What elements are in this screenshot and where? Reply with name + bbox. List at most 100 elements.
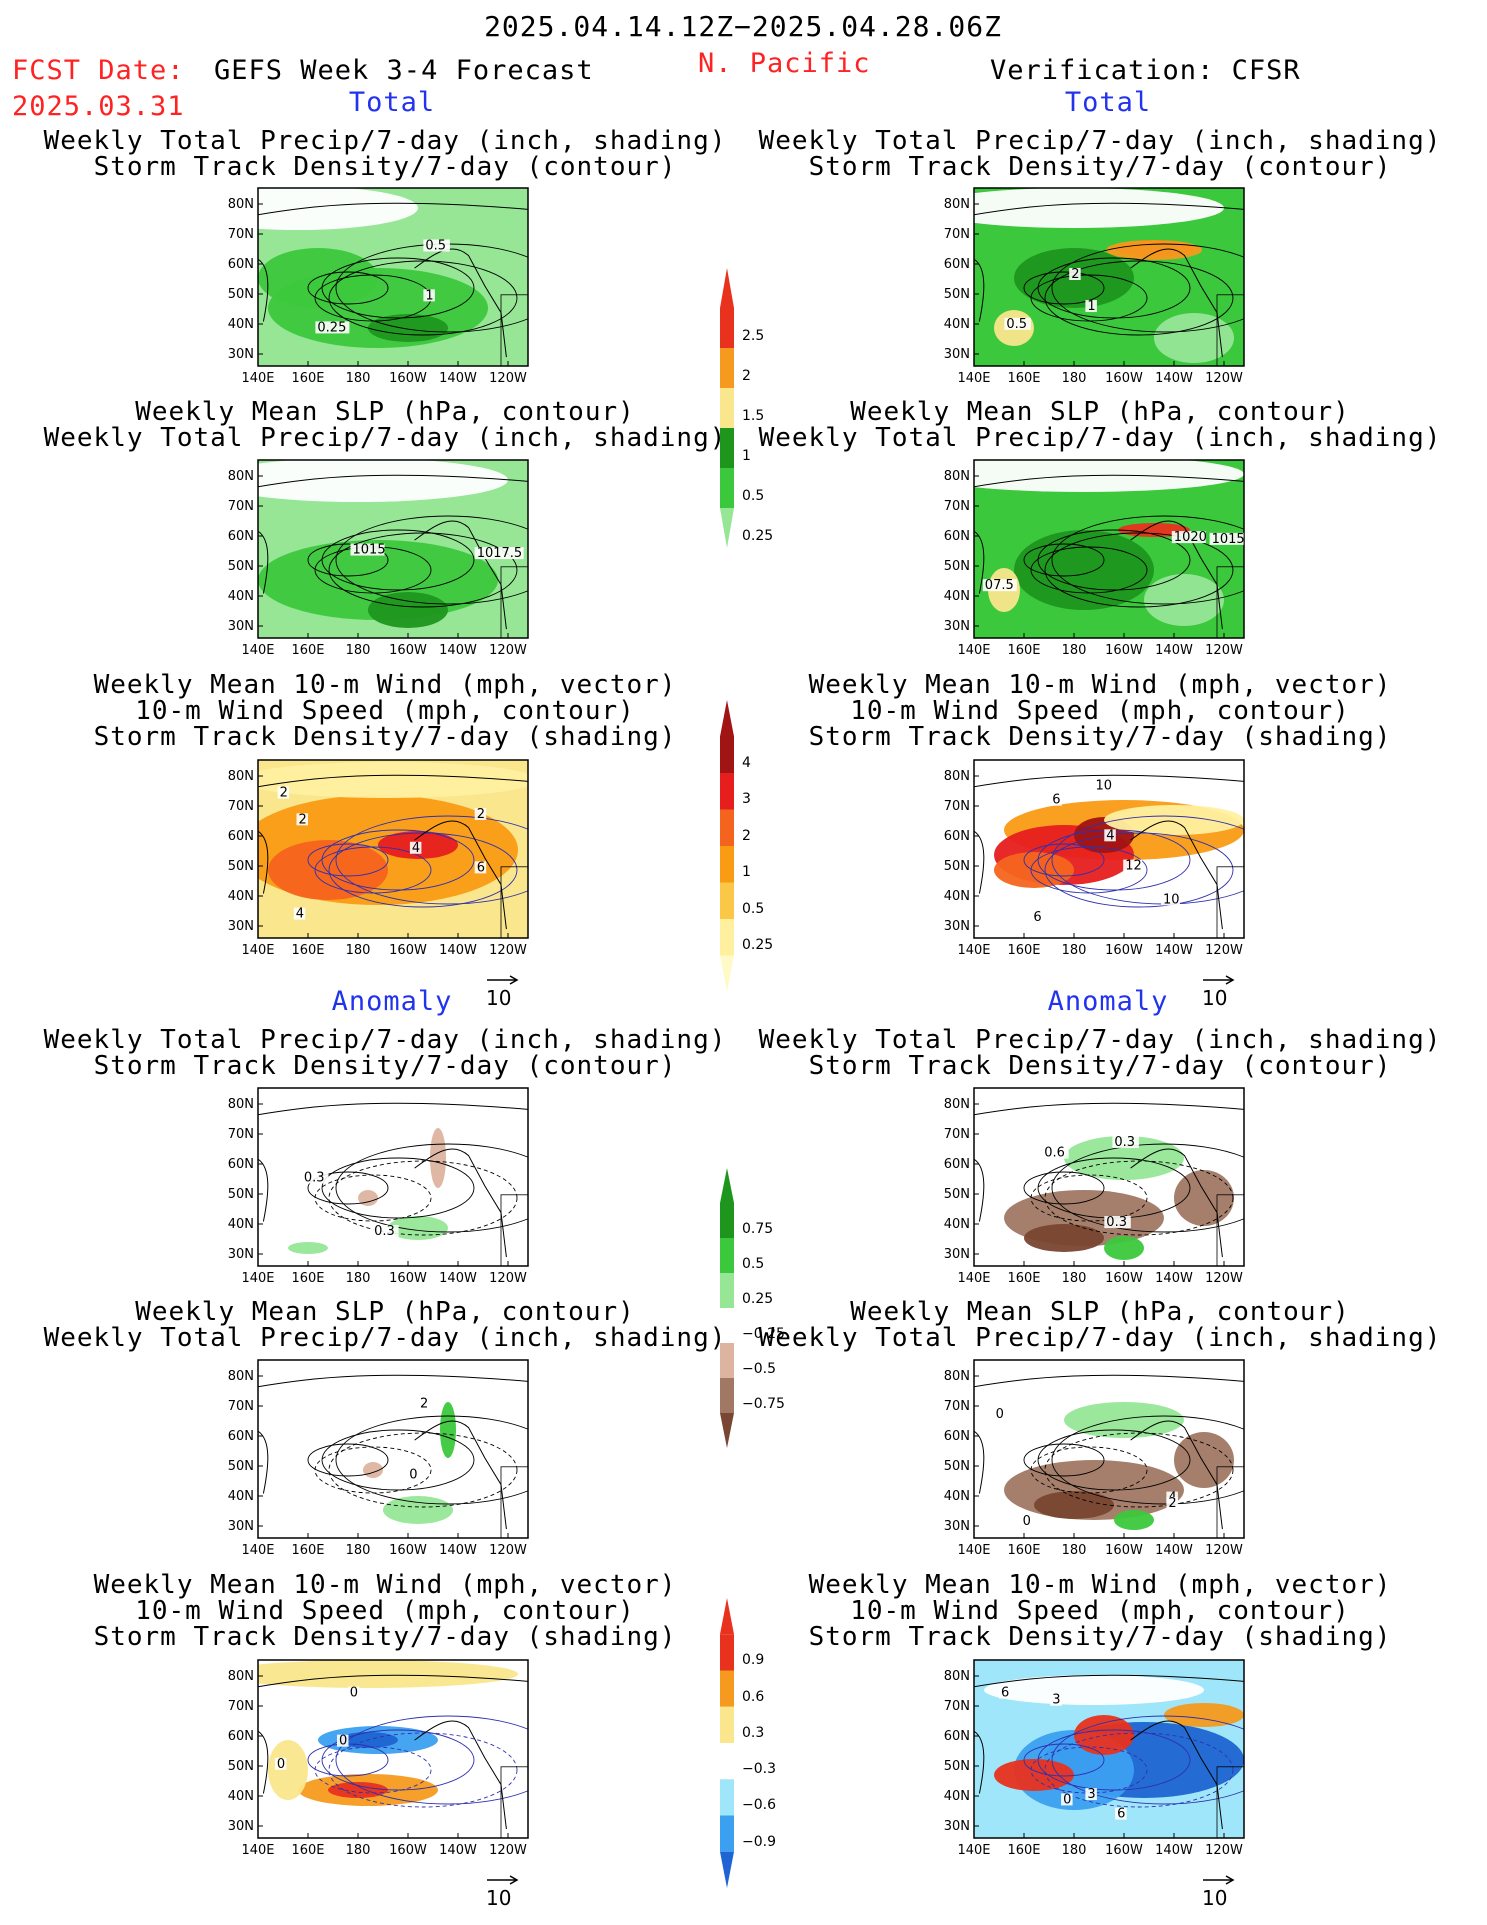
lat-label: 30N [944,347,970,362]
vector-ref-row6-left: 10 [486,1866,520,1910]
lon-label: 140W [1155,371,1193,386]
lon-label: 120W [489,1271,527,1286]
colorbar-label: 0.75 [742,1220,774,1237]
lat-label: 30N [228,1247,254,1262]
title-row2-right-line1: Weekly Mean SLP (hPa, contour) [850,397,1350,427]
colorbar-label: −0.25 [742,1325,785,1342]
lat-label: 80N [944,469,970,484]
map-panel-ob-total-wind: 80N 70N 60N 50N 40N 30N 140E 160E 180 160W 140W 120… [944,759,1245,958]
colorbar-label: 0.25 [742,528,774,544]
lon-label: 160E [1007,1843,1040,1858]
contour-label: 10 [1096,778,1113,793]
vector-ref-arrow-icon [487,975,519,985]
lat-label: 30N [944,1819,970,1834]
lat-label: 50N [228,559,254,574]
lat-label: 60N [228,1729,254,1744]
lat-label: 40N [228,317,254,332]
lat-label: 30N [228,619,254,634]
title-row4-left-line2: Storm Track Density/7-day (contour) [93,1051,677,1081]
lat-label: 50N [228,1187,254,1202]
colorbar-label: 0.5 [742,488,765,504]
lat-label: 80N [944,769,970,784]
colorbar-label: 2 [742,368,751,384]
contour-label: 1020 [1174,530,1207,545]
lon-label: 160W [389,1271,427,1286]
lat-label: 40N [228,1217,254,1232]
lon-label: 160E [291,1843,324,1858]
title-row2-left-line1: Weekly Mean SLP (hPa, contour) [135,397,635,427]
lon-label: 140W [439,643,477,658]
contour-label: 1015 [353,543,386,558]
lon-label: 140E [241,643,274,658]
lat-label: 70N [228,799,254,814]
lon-label: 160E [291,943,324,958]
title-row3-left-line1: Weekly Mean 10-m Wind (mph, vector) [93,670,677,700]
map-panel-ob-anom-wind: 80N 70N 60N 50N 40N 30N 140E 160E 180 160W 140W 120… [944,1659,1245,1858]
contour-label: 0 [277,1757,285,1772]
lon-label: 140E [241,943,274,958]
lon-label: 180 [1062,1843,1087,1858]
lon-label: 160W [1105,643,1143,658]
colorbar-label: −0.75 [742,1395,785,1412]
lat-label: 60N [228,1429,254,1444]
lon-label: 140W [1155,1271,1193,1286]
colorbar-label: −0.5 [742,1360,776,1377]
contour-label: 4 [1106,828,1114,843]
lat-label: 50N [228,287,254,302]
lon-label: 120W [1205,371,1243,386]
verification-title: Verification: CFSR [990,55,1301,86]
lon-label: 160W [389,943,427,958]
lat-label: 60N [944,1157,970,1172]
contour-label: 6 [1001,1686,1009,1701]
contour-label: 6 [477,860,485,875]
lat-label: 70N [944,499,970,514]
title-row4-right-line1: Weekly Total Precip/7-day (inch, shading… [758,1025,1442,1055]
lat-label: 60N [228,529,254,544]
lon-label: 120W [1205,1271,1243,1286]
lon-label: 160E [1007,1271,1040,1286]
contour-label: 3 [1052,1693,1060,1708]
lon-label: 180 [1062,643,1087,658]
cb-precip-anom-bar [720,1168,734,1448]
title-row5-left-line1: Weekly Mean SLP (hPa, contour) [135,1297,635,1327]
contour-label: 0.5 [425,239,446,254]
lon-label: 160W [389,1543,427,1558]
title-row3-left-line3: Storm Track Density/7-day (shading) [93,722,677,752]
cb-track-total-bar [720,700,734,992]
lat-label: 60N [944,529,970,544]
lat-label: 70N [944,227,970,242]
map-panel-fc-total-wind: 80N 70N 60N 50N 40N 30N 140E 160E 180 160W 140W 120… [228,759,529,958]
contour-label: 0 [339,1734,347,1749]
title-row6-right-line2: 10-m Wind Speed (mph, contour) [850,1596,1350,1626]
fcst-date-label: FCST Date: [12,55,185,86]
lon-label: 140E [957,1543,990,1558]
contour-label: 0 [1023,1514,1031,1529]
colorbar-label: −0.9 [742,1833,776,1850]
lon-label: 140W [1155,643,1193,658]
lat-label: 30N [228,1819,254,1834]
lon-label: 160W [1105,1543,1143,1558]
lon-label: 140E [241,1543,274,1558]
contour-label: 0.5 [1006,317,1027,332]
cb-precip-total-bar [720,268,734,548]
lon-label: 120W [489,943,527,958]
lat-label: 80N [228,1369,254,1384]
lon-label: 160E [291,643,324,658]
title-row3-right-line1: Weekly Mean 10-m Wind (mph, vector) [808,670,1392,700]
lat-label: 50N [944,1459,970,1474]
lat-label: 30N [228,1519,254,1534]
contour-label: 0 [996,1407,1004,1422]
colorbar-label: 2 [742,827,751,844]
vector-ref-value: 10 [486,986,512,1010]
map-panel-ob-anom-precip: 80N 70N 60N 50N 40N 30N 140E 160E 180 160W 140W 120… [944,1087,1245,1286]
lon-label: 180 [1062,1543,1087,1558]
lat-label: 60N [228,1157,254,1172]
lat-label: 70N [228,1399,254,1414]
lon-label: 180 [346,1543,371,1558]
contour-label: 2 [1168,1496,1176,1511]
lon-label: 140W [1155,1543,1193,1558]
colorbar-label: 0.3 [742,1724,765,1741]
lon-label: 140W [1155,1843,1193,1858]
section-total-right: Total [1064,87,1152,118]
lon-label: 140E [241,1843,274,1858]
